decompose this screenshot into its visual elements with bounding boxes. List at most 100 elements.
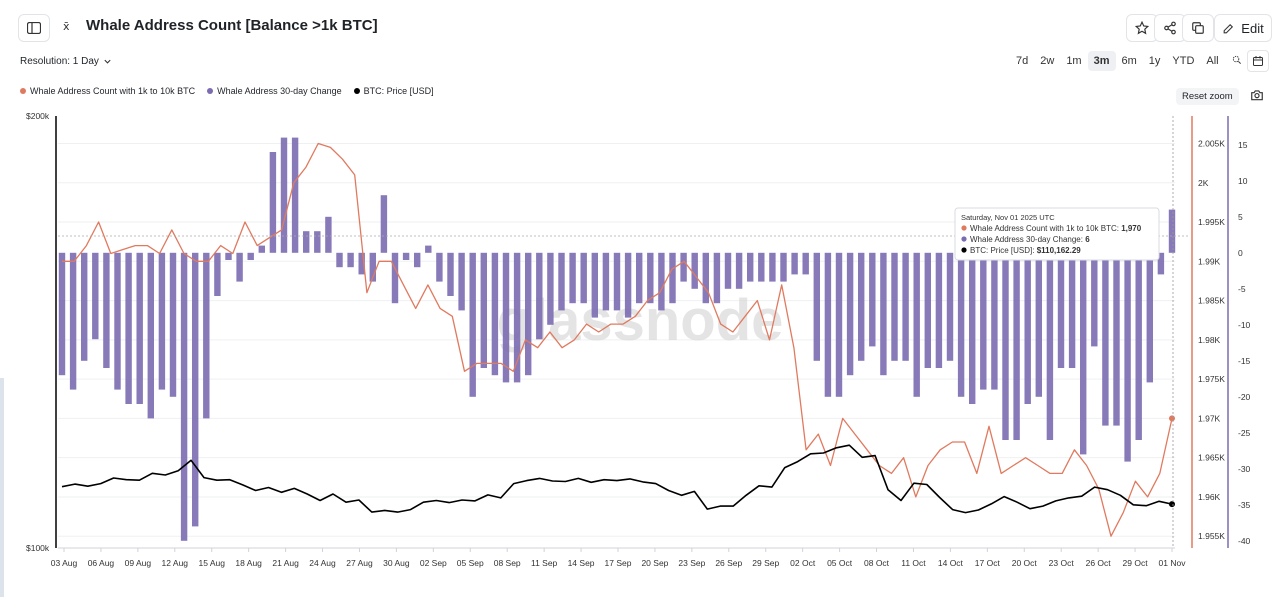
date-range-button[interactable]: [1247, 50, 1269, 72]
bar-whale-change: [1035, 252, 1043, 397]
page-title: Whale Address Count [Balance >1k BTC]: [86, 17, 378, 34]
scrollbar[interactable]: [0, 378, 4, 597]
range-2w[interactable]: 2w: [1040, 55, 1055, 67]
line-whale-count-end-point: [1169, 415, 1175, 422]
calendar-icon: [1253, 56, 1263, 66]
bar-whale-change: [957, 252, 965, 397]
bar-whale-change: [1168, 209, 1176, 253]
legend-item-btc-price[interactable]: BTC: Price [USD]: [353, 86, 434, 96]
range-7d[interactable]: 7d: [1016, 55, 1029, 67]
x-axis-tick-label: 20 Sep: [641, 558, 668, 568]
bar-whale-change: [613, 252, 621, 311]
bar-whale-change: [924, 252, 932, 368]
copy-icon: [1192, 22, 1204, 34]
bar-whale-change: [624, 252, 632, 318]
bar-whale-change: [680, 252, 687, 282]
x-axis-tick-label: 12 Aug: [162, 558, 189, 568]
bar-whale-change: [203, 252, 210, 419]
bar-whale-change: [758, 252, 765, 282]
bar-whale-change: [569, 252, 576, 304]
favorite-button[interactable]: [1126, 14, 1158, 42]
right-axis-tick-label: -15: [1238, 356, 1251, 366]
tooltip-row-value: 6: [1085, 235, 1090, 244]
chart-legend: Whale Address Count with 1k to 10k BTC W…: [20, 86, 434, 96]
bar-whale-change: [269, 152, 277, 253]
metric-formula-icon: x̄: [63, 20, 70, 33]
left-axis-tick-label: $100k: [26, 543, 50, 553]
range-1y[interactable]: 1y: [1148, 55, 1161, 67]
range-ytd[interactable]: YTD: [1172, 55, 1195, 67]
bar-whale-change: [1002, 252, 1009, 440]
bar-whale-change: [114, 252, 121, 390]
x-axis-tick-label: 09 Aug: [125, 558, 152, 568]
copy-button[interactable]: [1182, 14, 1214, 42]
range-1m[interactable]: 1m: [1066, 55, 1082, 67]
x-axis-tick-label: 26 Sep: [715, 558, 742, 568]
bar-whale-change: [1046, 252, 1054, 440]
bar-whale-change: [447, 252, 454, 296]
bar-whale-change: [302, 231, 310, 253]
bar-whale-change: [491, 252, 499, 376]
bar-whale-change: [513, 252, 521, 383]
mid-axis-tick-label: 1.955K: [1198, 531, 1225, 541]
svg-text:x̄: x̄: [63, 20, 70, 33]
bar-whale-change: [314, 231, 321, 253]
tooltip-row: Whale Address Count with 1k to 10k BTC: …: [970, 224, 1142, 233]
right-axis-tick-label: -5: [1238, 284, 1246, 294]
bar-whale-change: [325, 216, 332, 253]
reset-zoom-button[interactable]: Reset zoom: [1176, 88, 1239, 105]
bar-whale-change: [724, 252, 732, 289]
edit-button[interactable]: Edit: [1214, 14, 1272, 42]
bar-whale-change: [1102, 252, 1109, 426]
mid-axis-tick-label: 2K: [1198, 178, 1209, 188]
x-axis-tick-label: 06 Aug: [88, 558, 115, 568]
bar-whale-change: [458, 252, 465, 311]
bar-whale-change: [735, 252, 743, 289]
bar-whale-change: [236, 252, 243, 282]
x-axis-tick-label: 24 Aug: [309, 558, 336, 568]
bar-whale-change: [147, 252, 155, 419]
resolution-label: Resolution: 1 Day: [20, 56, 99, 67]
x-axis-tick-label: 11 Sep: [531, 558, 558, 568]
legend-item-whale-change[interactable]: Whale Address 30-day Change: [207, 86, 342, 96]
sidebar-icon: [27, 22, 41, 34]
bar-whale-change: [635, 252, 643, 304]
bar-whale-change: [791, 252, 798, 275]
zoom-select-icon[interactable]: [1225, 51, 1248, 72]
bar-whale-change: [480, 252, 488, 368]
bar-whale-change: [935, 252, 943, 368]
share-icon: [1164, 21, 1176, 35]
tooltip-date: Saturday, Nov 01 2025 UTC: [961, 213, 1055, 222]
bar-whale-change: [524, 252, 532, 376]
tooltip-row-label: BTC: Price [USD]:: [970, 246, 1037, 255]
bar-whale-change: [402, 252, 410, 260]
line-whale-count: [62, 142, 1173, 537]
resolution-select[interactable]: Resolution: 1 Day: [20, 56, 112, 67]
bar-whale-change: [469, 252, 476, 397]
tooltip-row: Whale Address 30-day Change: 6: [970, 235, 1090, 244]
range-6m[interactable]: 6m: [1121, 55, 1137, 67]
bar-whale-change: [1113, 252, 1120, 426]
legend-swatch: [20, 88, 26, 94]
sidebar-toggle-button[interactable]: [18, 14, 50, 42]
bar-whale-change: [92, 252, 99, 340]
bar-whale-change: [691, 252, 698, 289]
bar-whale-change: [702, 252, 710, 304]
chevron-down-icon: [104, 59, 111, 64]
range-all[interactable]: All: [1206, 55, 1219, 67]
right-axis-tick-label: -20: [1238, 392, 1251, 402]
camera-icon[interactable]: [1250, 88, 1264, 102]
bar-whale-change: [502, 252, 510, 383]
legend-item-whale-count[interactable]: Whale Address Count with 1k to 10k BTC: [20, 86, 195, 96]
bar-whale-change: [136, 252, 143, 404]
bar-whale-change: [558, 252, 565, 311]
right-axis-tick-label: -30: [1238, 464, 1251, 474]
tooltip-swatch: [961, 247, 967, 253]
x-axis-tick-label: 11 Oct: [901, 558, 926, 568]
x-axis-tick-label: 20 Oct: [1012, 558, 1038, 568]
mid-axis-tick-label: 2.005K: [1198, 138, 1225, 148]
bar-whale-change: [436, 252, 443, 282]
range-3m[interactable]: 3m: [1087, 51, 1116, 71]
bar-whale-change: [103, 252, 110, 368]
